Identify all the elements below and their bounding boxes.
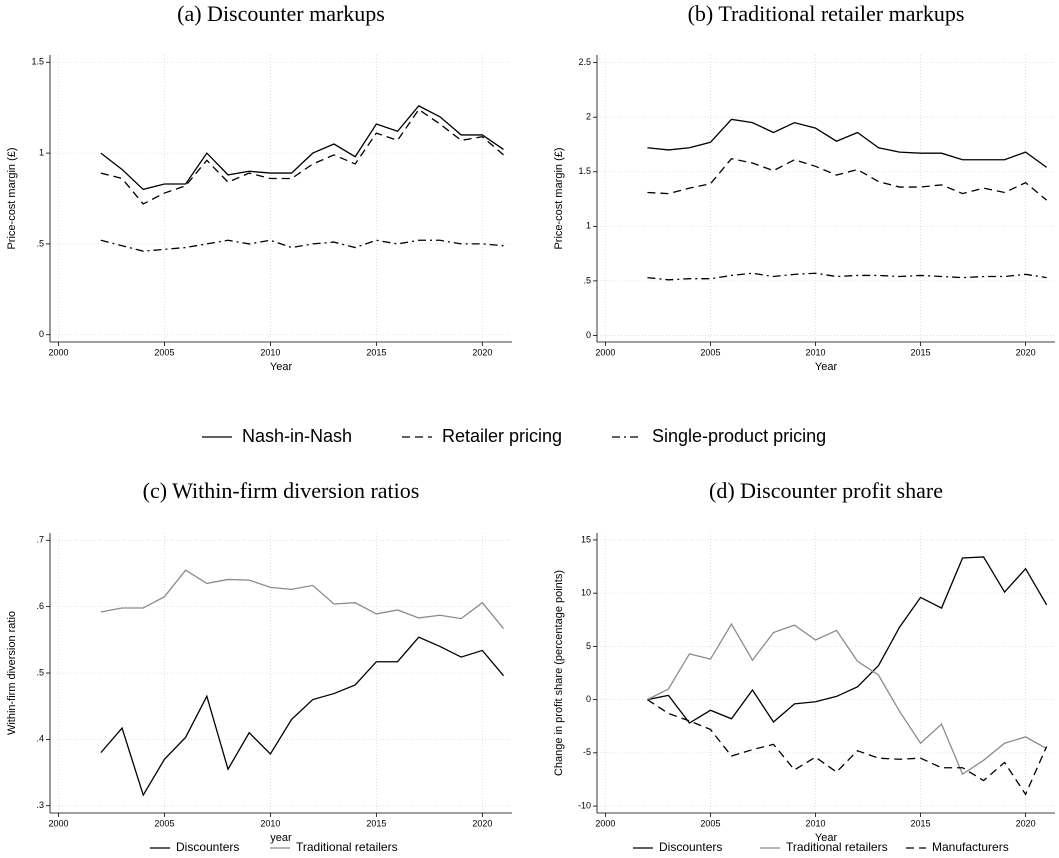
y-tick-label: .5 <box>583 275 591 285</box>
legend-label: Retailer pricing <box>442 426 562 446</box>
y-tick-label: 1.5 <box>578 166 591 176</box>
x-tick-label: 2000 <box>48 818 68 828</box>
x-tick-label: 2015 <box>911 347 931 357</box>
series-line <box>100 239 504 252</box>
y-axis-label: Price-cost margin (£) <box>6 147 18 249</box>
x-axis-label: Year <box>270 361 293 373</box>
series-line <box>647 157 1048 201</box>
x-tick-label: 2005 <box>700 347 720 357</box>
x-tick-label: 2000 <box>48 347 68 357</box>
series-line <box>100 636 505 797</box>
series-line <box>100 569 505 629</box>
legend-label: Discounters <box>659 840 722 854</box>
y-tick-label: 10 <box>581 588 591 598</box>
y-tick-label: .4 <box>36 734 44 744</box>
legend-label: Traditional retailers <box>296 840 398 854</box>
legend-label: Discounters <box>176 840 239 854</box>
x-tick-label: 2015 <box>911 818 931 828</box>
y-tick-label: .7 <box>36 535 44 545</box>
y-tick-label: -10 <box>578 800 591 810</box>
y-tick-label: .6 <box>36 601 44 611</box>
y-tick-label: 0 <box>586 694 591 704</box>
chart-title: (b) Traditional retailer markups <box>688 1 965 26</box>
x-tick-label: 2015 <box>366 347 386 357</box>
x-tick-label: 2005 <box>154 818 174 828</box>
legend-label: Nash-in-Nash <box>242 426 352 446</box>
chart-title: (c) Within-firm diversion ratios <box>143 478 420 503</box>
series-line <box>100 108 504 205</box>
x-axis-label: Year <box>815 361 838 373</box>
y-tick-label: 1 <box>586 221 591 231</box>
y-tick-label: -5 <box>583 747 591 757</box>
x-tick-label: 2010 <box>260 818 280 828</box>
y-axis-label: Within-firm diversion ratio <box>6 611 18 735</box>
y-tick-label: .5 <box>36 238 44 248</box>
x-axis-label: Year <box>815 832 838 844</box>
y-tick-label: 5 <box>586 641 591 651</box>
legend-label: Traditional retailers <box>786 840 888 854</box>
y-tick-label: 1.5 <box>31 57 44 67</box>
y-tick-label: .5 <box>36 667 44 677</box>
series-line <box>647 272 1047 281</box>
y-tick-label: 1 <box>39 147 44 157</box>
series-line <box>647 556 1048 724</box>
y-tick-label: 0 <box>586 330 591 340</box>
series-line <box>647 118 1047 168</box>
legend-label: Single-product pricing <box>652 426 826 446</box>
x-tick-label: 2000 <box>595 818 615 828</box>
chart-title: (a) Discounter markups <box>177 1 385 26</box>
series-line <box>100 105 504 191</box>
x-tick-label: 2015 <box>366 818 386 828</box>
x-tick-label: 2005 <box>700 818 720 828</box>
y-tick-label: .3 <box>36 800 44 810</box>
x-tick-label: 2010 <box>260 347 280 357</box>
x-tick-label: 2010 <box>805 818 825 828</box>
x-tick-label: 2000 <box>595 347 615 357</box>
x-tick-label: 2020 <box>472 818 492 828</box>
y-tick-label: 0 <box>39 329 44 339</box>
chart-title: (d) Discounter profit share <box>709 478 943 503</box>
y-axis-label: Change in profit share (percentage point… <box>553 570 565 776</box>
x-tick-label: 2020 <box>1016 347 1036 357</box>
y-axis-label: Price-cost margin (£) <box>553 147 565 249</box>
legend-label: Manufacturers <box>932 840 1009 854</box>
y-tick-label: 2 <box>586 112 591 122</box>
x-tick-label: 2010 <box>805 347 825 357</box>
y-tick-label: 2.5 <box>578 57 591 67</box>
series-line <box>647 699 1048 796</box>
x-tick-label: 2020 <box>472 347 492 357</box>
series-line <box>647 622 1047 776</box>
y-tick-label: 15 <box>581 534 591 544</box>
x-tick-label: 2020 <box>1016 818 1036 828</box>
x-axis-label: year <box>270 832 292 844</box>
x-tick-label: 2005 <box>154 347 174 357</box>
